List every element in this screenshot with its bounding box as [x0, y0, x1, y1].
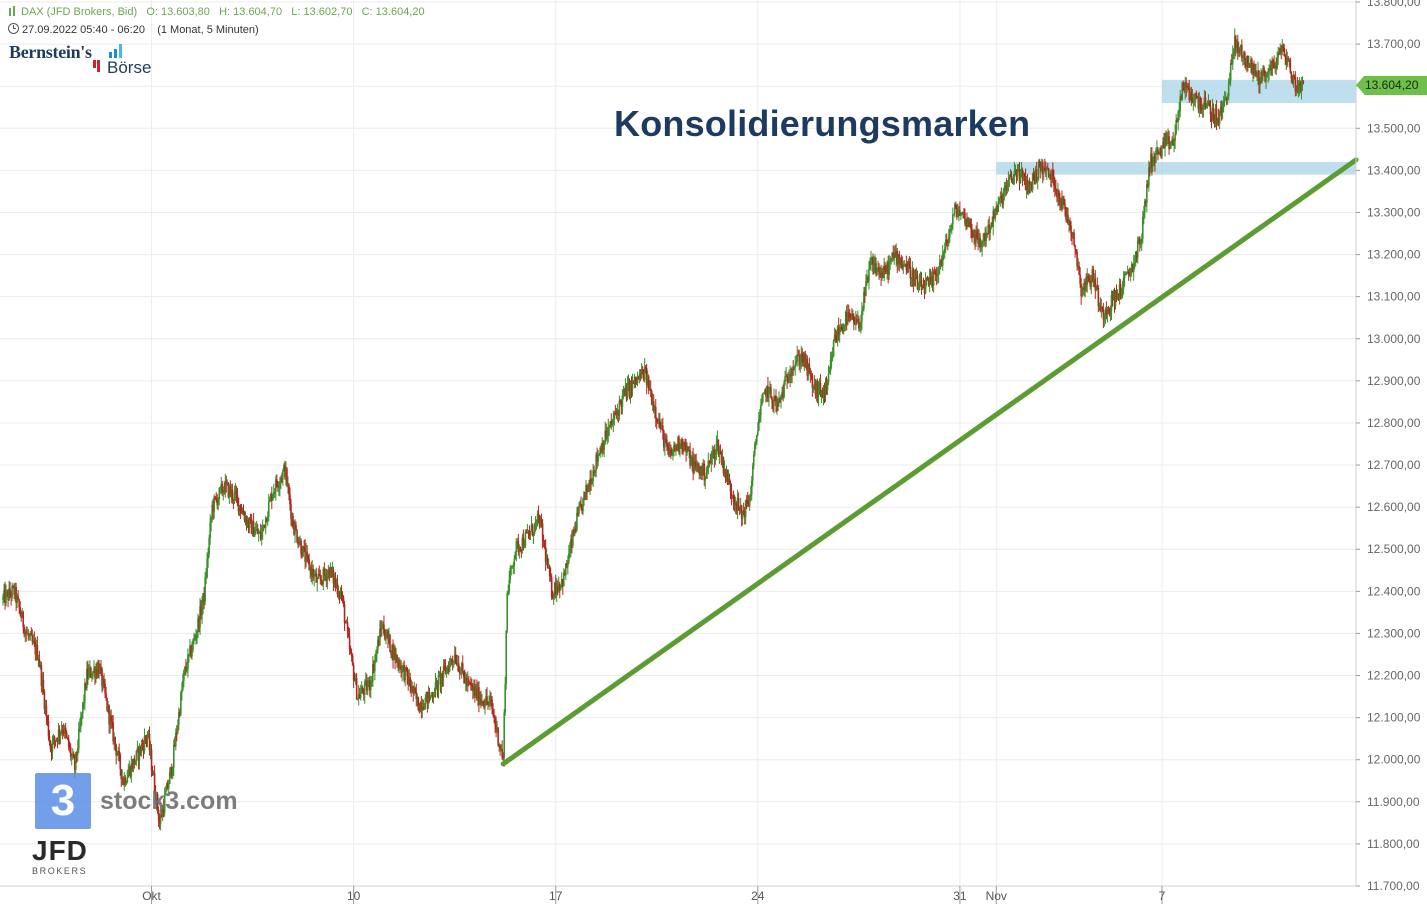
candlesticks [2, 28, 1304, 830]
stock3-text: stock3.com [100, 787, 238, 816]
x-tick-label: 31 [953, 889, 967, 903]
y-tick-label: 13.500,00 [1367, 121, 1421, 135]
bernsteins-boerse-logo: Bernstein's Börse [9, 42, 169, 80]
y-tick-label: 11.800,00 [1367, 837, 1420, 851]
consolidation-zone [996, 162, 1356, 175]
candle [344, 601, 346, 631]
x-tick-label: 7 [1159, 889, 1166, 903]
jfd-brokers-logo: JFD BROKERS [32, 836, 96, 880]
candle [506, 591, 508, 633]
y-tick-label: 12.000,00 [1367, 753, 1421, 767]
candle [833, 339, 835, 357]
high-value: H: 13.604,70 [219, 6, 282, 18]
y-tick-label: 11.900,00 [1367, 795, 1420, 809]
stock3-logo: 3 stock3.com [35, 773, 265, 831]
stock3-glyph: 3 [35, 773, 91, 829]
time-header: 27.09.2022 05:40 - 06:20 (1 Monat, 5 Min… [8, 23, 259, 36]
logo-line2: Börse [107, 58, 151, 78]
y-tick-label: 13.700,00 [1367, 37, 1421, 51]
y-tick-label: 13.200,00 [1367, 248, 1421, 262]
y-tick-label: 12.500,00 [1367, 542, 1421, 556]
period-label: (1 Monat, 5 Minuten) [157, 24, 259, 36]
price-tag-arrow-icon [1356, 76, 1364, 94]
logo-line1: Bernstein's [9, 42, 92, 63]
time-range: 27.09.2022 05:40 - 06:20 [22, 24, 145, 36]
candle [505, 630, 507, 690]
x-tick-label: Okt [142, 889, 161, 903]
y-tick-label: 13.000,00 [1367, 332, 1421, 346]
candles-icon [8, 6, 18, 16]
y-tick-label: 12.200,00 [1367, 669, 1421, 683]
logo-bars-icon [109, 44, 123, 58]
clock-icon [8, 23, 19, 34]
x-tick-label: 10 [347, 889, 361, 903]
logo-red-mark-icon [93, 60, 103, 72]
y-tick-label: 12.400,00 [1367, 584, 1421, 598]
y-tick-label: 12.600,00 [1367, 500, 1421, 514]
candle [812, 373, 814, 397]
jfd-wordmark: JFD [32, 836, 96, 866]
close-value: C: 13.604,20 [362, 6, 425, 18]
trendline [503, 160, 1356, 764]
x-tick-label: 17 [549, 889, 563, 903]
current-price-label: 13.604,20 [1364, 76, 1427, 95]
y-tick-label: 12.900,00 [1367, 374, 1421, 388]
instrument-header: DAX (JFD Brokers, Bid) O: 13.603,80 H: 1… [8, 6, 425, 18]
candle [762, 393, 764, 404]
y-tick-label: 12.800,00 [1367, 416, 1421, 430]
y-tick-label: 13.800,00 [1367, 0, 1421, 9]
y-tick-label: 12.100,00 [1367, 711, 1421, 725]
low-value: L: 13.602,70 [291, 6, 352, 18]
instrument-name: DAX (JFD Brokers, Bid) [21, 6, 137, 18]
jfd-subtitle: BROKERS [32, 866, 96, 876]
x-tick-label: 24 [751, 889, 765, 903]
candle [389, 634, 391, 652]
open-value: O: 13.603,80 [146, 6, 210, 18]
y-tick-label: 13.100,00 [1367, 290, 1421, 304]
annotation-title: Konsolidierungsmarken [614, 103, 1030, 145]
y-tick-label: 11.700,00 [1367, 879, 1420, 893]
candle [187, 649, 189, 678]
y-tick-label: 13.400,00 [1367, 163, 1421, 177]
y-tick-label: 13.300,00 [1367, 205, 1421, 219]
current-price-tag: 13.604,20 [1356, 76, 1427, 95]
y-tick-label: 12.300,00 [1367, 626, 1421, 640]
y-tick-label: 12.700,00 [1367, 458, 1421, 472]
x-tick-label: Nov [986, 889, 1007, 903]
trendline-layer [503, 160, 1356, 764]
candle [1175, 114, 1177, 135]
